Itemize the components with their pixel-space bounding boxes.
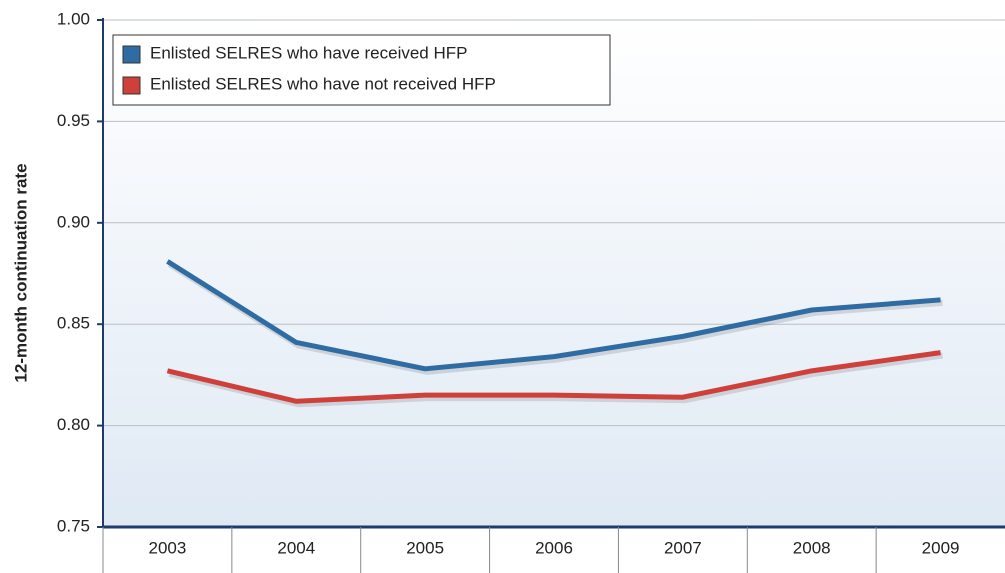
legend-label: Enlisted SELRES who have not received HF… — [150, 74, 496, 93]
y-tick-label: 0.80 — [57, 415, 90, 434]
y-tick-label: 1.00 — [57, 9, 90, 28]
y-tick-label: 0.75 — [57, 516, 90, 535]
line-series — [166, 259, 941, 372]
x-tick-label: 2005 — [406, 538, 444, 557]
y-axis-label: 12-month continuation rate — [11, 163, 30, 382]
line-series — [166, 350, 941, 404]
x-tick-label: 2007 — [664, 538, 702, 557]
y-tick-label: 0.85 — [57, 314, 90, 333]
legend-box — [112, 34, 611, 106]
x-tick-label: 2009 — [922, 538, 960, 557]
y-tick-label: 0.95 — [57, 111, 90, 130]
legend-label: Enlisted SELRES who have received HFP — [150, 43, 468, 62]
line-series-shadow — [168, 352, 943, 408]
x-tick-label: 2006 — [535, 538, 573, 557]
legend-swatch — [122, 76, 141, 95]
x-tick-label: 2003 — [149, 538, 187, 557]
x-tick-label: 2008 — [793, 538, 831, 557]
y-tick-label: 0.90 — [57, 212, 90, 231]
x-tick-label: 2004 — [277, 538, 315, 557]
legend-swatch — [122, 45, 141, 64]
line-series-shadow — [167, 261, 943, 375]
